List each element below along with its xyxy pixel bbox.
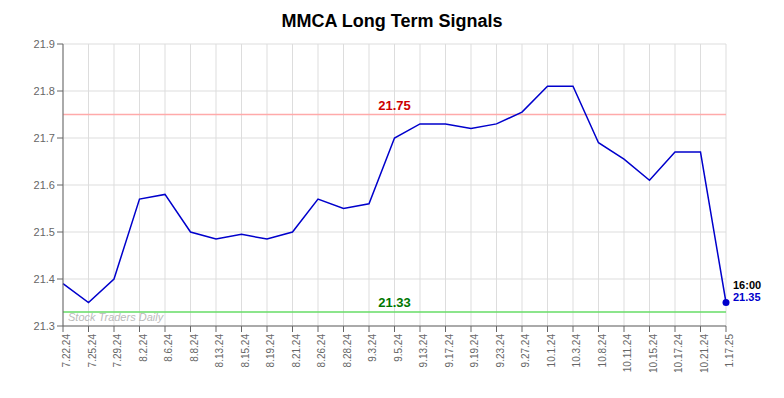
svg-text:21.7: 21.7: [34, 132, 55, 144]
svg-text:21.33: 21.33: [378, 295, 411, 310]
svg-text:21.4: 21.4: [34, 273, 55, 285]
svg-text:21.6: 21.6: [34, 179, 55, 191]
html-text:MMCA Long Term Signals: MMCA Long Term Signals: [281, 11, 503, 31]
svg-text:21.35: 21.35: [733, 291, 761, 303]
svg-text:8.13.24: 8.13.24: [214, 334, 225, 368]
svg-text:7.22.24: 7.22.24: [61, 334, 72, 368]
svg-text:8.8.24: 8.8.24: [189, 334, 200, 362]
svg-text:10.1.24: 10.1.24: [546, 334, 557, 368]
svg-text:9.3.24: 9.3.24: [367, 334, 378, 362]
svg-text:8.26.24: 8.26.24: [316, 334, 327, 368]
svg-text:10.17.24: 10.17.24: [673, 334, 684, 373]
svg-text:10.11.24: 10.11.24: [622, 334, 633, 373]
svg-text:8.19.24: 8.19.24: [265, 334, 276, 368]
svg-text:8.28.24: 8.28.24: [342, 334, 353, 368]
svg-text:9.19.24: 9.19.24: [469, 334, 480, 368]
svg-text:21.8: 21.8: [34, 85, 55, 97]
svg-text:9.17.24: 9.17.24: [444, 334, 455, 368]
svg-text:7.29.24: 7.29.24: [112, 334, 123, 368]
svg-text:10.8.24: 10.8.24: [597, 334, 608, 368]
svg-text:21.5: 21.5: [34, 226, 55, 238]
svg-text:21.3: 21.3: [34, 320, 55, 332]
svg-text:9.5.24: 9.5.24: [393, 334, 404, 362]
svg-text:Stock Traders Daily: Stock Traders Daily: [68, 311, 165, 323]
svg-text:16:00: 16:00: [733, 279, 761, 291]
svg-text:8.21.24: 8.21.24: [291, 334, 302, 368]
svg-text:10.21.24: 10.21.24: [699, 334, 710, 373]
svg-text:8.6.24: 8.6.24: [163, 334, 174, 362]
svg-text:7.25.24: 7.25.24: [87, 334, 98, 368]
svg-text:1.17.25: 1.17.25: [724, 334, 735, 368]
svg-text:21.9: 21.9: [34, 38, 55, 50]
svg-text:21.75: 21.75: [378, 98, 411, 113]
svg-text:10.3.24: 10.3.24: [571, 334, 582, 368]
svg-text:9.13.24: 9.13.24: [418, 334, 429, 368]
svg-text:8.2.24: 8.2.24: [138, 334, 149, 362]
svg-text:10.15.24: 10.15.24: [648, 334, 659, 373]
svg-text:8.15.24: 8.15.24: [240, 334, 251, 368]
svg-text:9.23.24: 9.23.24: [495, 334, 506, 368]
svg-text:9.27.24: 9.27.24: [520, 334, 531, 368]
